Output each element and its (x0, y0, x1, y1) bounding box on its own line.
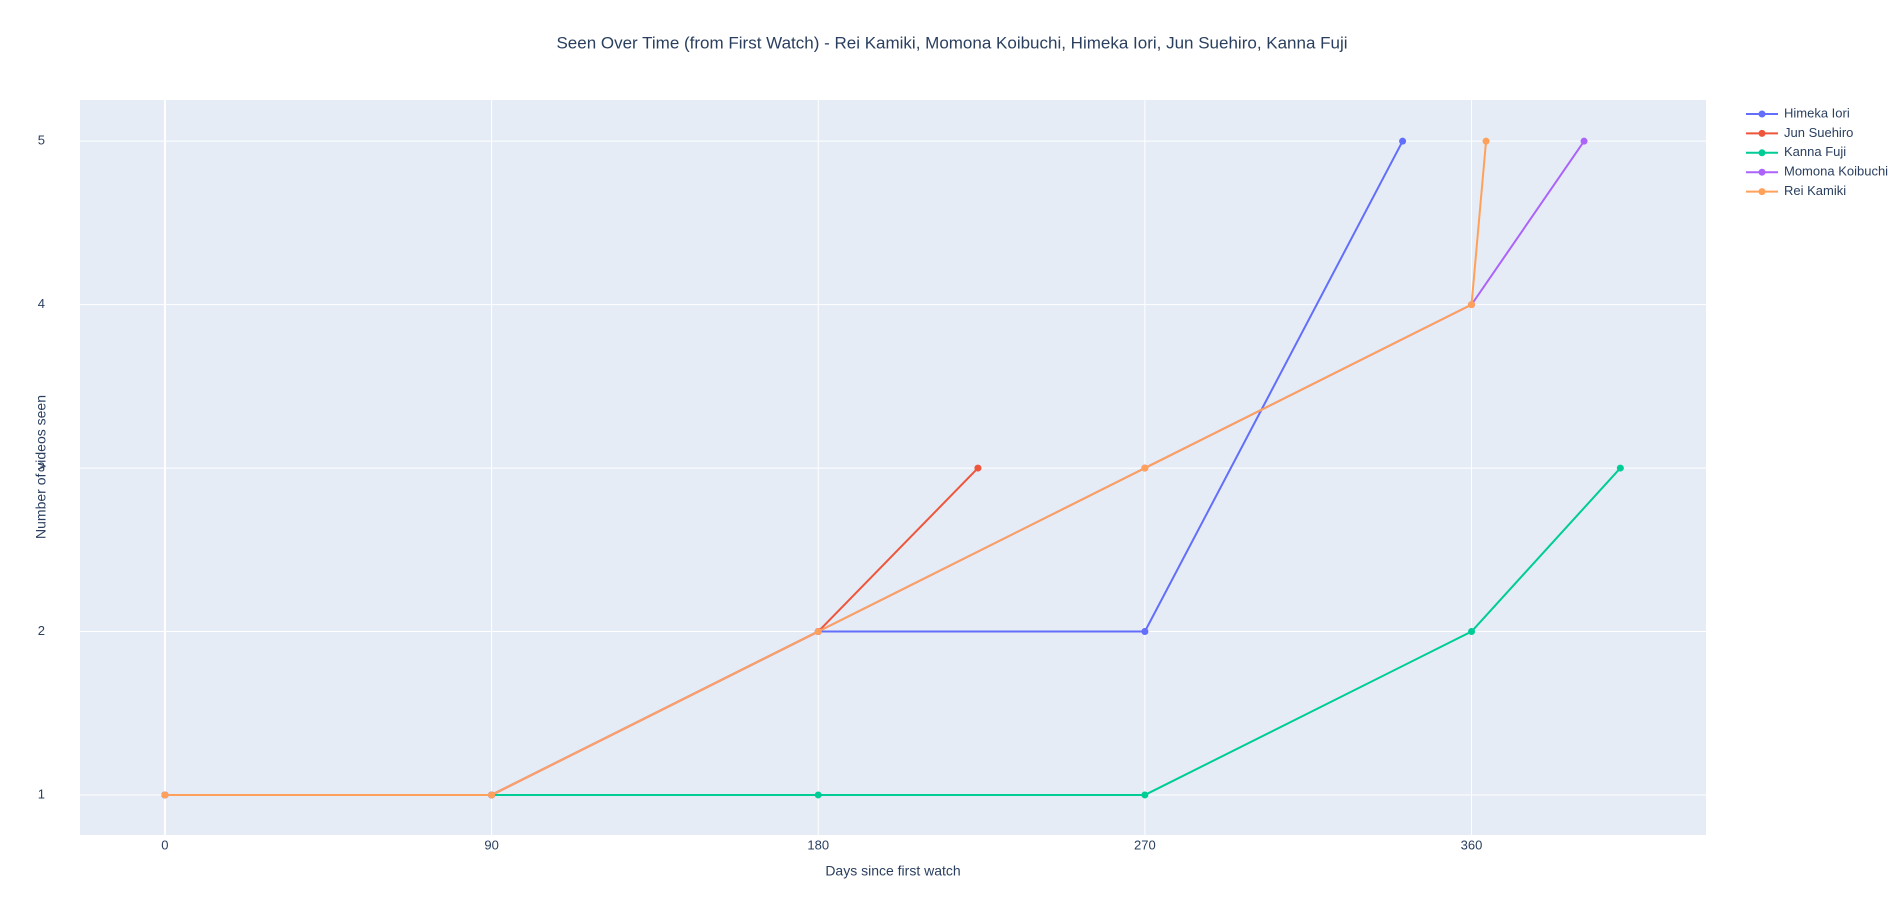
point (1468, 628, 1476, 636)
legend-swatch (1758, 110, 1766, 118)
point (1468, 301, 1476, 309)
x-tick-label: 90 (484, 837, 498, 852)
y-tick-label: 3 (38, 460, 45, 475)
x-axis-title: Days since first watch (825, 863, 960, 879)
legend-label: Momona Koibuchi (1784, 164, 1888, 179)
x-tick-label: 0 (161, 837, 168, 852)
chart-title: Seen Over Time (from First Watch) - Rei … (556, 33, 1347, 52)
marks (161, 137, 1624, 799)
point (488, 791, 496, 799)
legend-swatch (1758, 149, 1766, 157)
legend-swatch (1758, 129, 1766, 137)
legend-label: Kanna Fuji (1784, 144, 1846, 159)
legend-swatch (1758, 188, 1766, 196)
x-tick-label: 270 (1134, 837, 1156, 852)
y-tick-label: 5 (38, 133, 45, 148)
y-tick-label: 2 (38, 623, 45, 638)
legend-label: Jun Suehiro (1784, 125, 1853, 140)
legend-label: Himeka Iori (1784, 105, 1850, 120)
point (1141, 464, 1149, 472)
point (814, 628, 822, 636)
point (974, 464, 982, 472)
point (814, 791, 822, 799)
series-line (164, 141, 1488, 796)
point (1399, 137, 1407, 145)
y-tick-label: 4 (38, 296, 45, 311)
point (1141, 628, 1149, 636)
point (1580, 137, 1588, 145)
legend-label: Rei Kamiki (1784, 183, 1846, 198)
y-tick-label: 1 (38, 786, 45, 801)
x-tick-label: 360 (1461, 837, 1483, 852)
point (1616, 464, 1624, 472)
point (1482, 137, 1490, 145)
point (1141, 791, 1149, 799)
legend-swatch (1758, 168, 1766, 176)
y-axis-title: Number of videos seen (33, 395, 49, 539)
plot-area (80, 100, 1706, 835)
point (161, 791, 169, 799)
x-tick-label: 180 (807, 837, 829, 852)
